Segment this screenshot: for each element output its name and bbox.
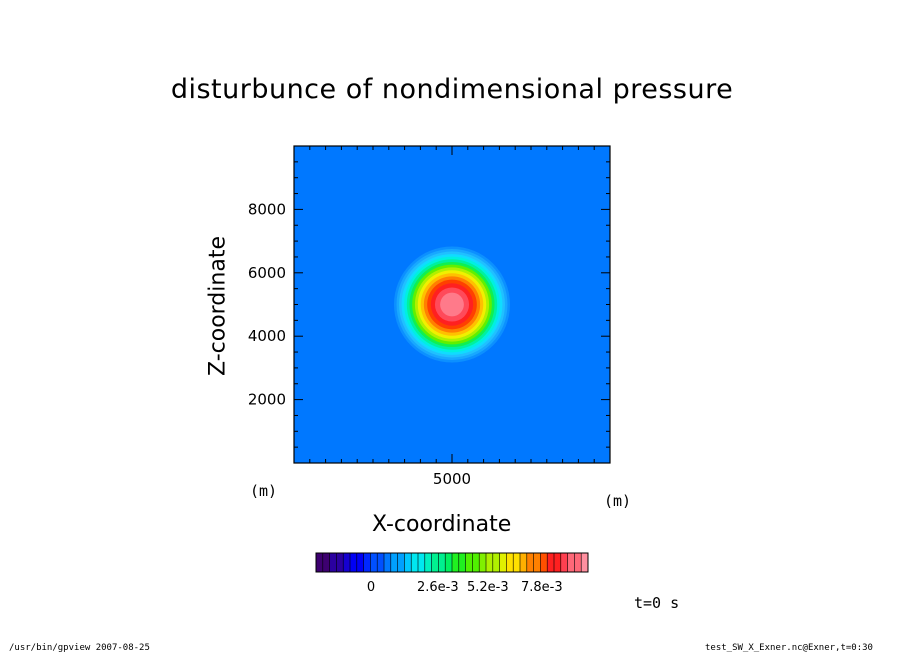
colorbar-cell (567, 553, 575, 572)
colorbar-cell (554, 553, 562, 572)
colorbar-cell (343, 553, 351, 572)
colorbar-cell (472, 553, 480, 572)
colorbar-cell (356, 553, 364, 572)
y-tick-label: 8000 (248, 200, 286, 218)
colorbar-cell (499, 553, 507, 572)
colorbar-cell (452, 553, 460, 572)
y-tick-label: 2000 (248, 391, 286, 409)
colorbar-cell (424, 553, 432, 572)
chart-title: disturbunce of nondimensional pressure (170, 74, 734, 105)
colorbar-cell (363, 553, 371, 572)
colorbar-cell (336, 553, 344, 572)
colorbar-cell (506, 553, 514, 572)
colorbar-cell (520, 553, 528, 572)
colorbar-tick-label: 0 (367, 580, 375, 595)
x-axis-unit: (m) (604, 492, 632, 510)
x-tick-label: 5000 (433, 470, 471, 488)
colorbar-cell (316, 553, 324, 572)
footer-program-date: /usr/bin/gpview 2007-08-25 (9, 643, 150, 653)
contour-level-16 (440, 292, 464, 317)
colorbar-frame (315, 552, 589, 573)
time-annotation: t=0 s (634, 594, 680, 612)
colorbar-cell (574, 553, 582, 572)
colorbar-cell (390, 553, 398, 572)
y-axis-unit: (m) (250, 482, 278, 500)
colorbar-cell (445, 553, 453, 572)
colorbar-cell (397, 553, 405, 572)
colorbar-cell (547, 553, 555, 572)
colorbar-cell (384, 553, 392, 572)
colorbar-cell (533, 553, 541, 572)
colorbar-cell (479, 553, 487, 572)
colorbar-cell (560, 553, 568, 572)
colorbar-tick-label: 5.2e-3 (467, 580, 509, 595)
colorbar-tick-label: 2.6e-3 (417, 580, 459, 595)
colorbar-cell (377, 553, 385, 572)
colorbar-tick-label: 7.8e-3 (521, 580, 563, 595)
colorbar-cell (404, 553, 412, 572)
colorbar-cell (438, 553, 446, 572)
colorbar-cell (350, 553, 358, 572)
colorbar-cell (492, 553, 500, 572)
colorbar-cell (418, 553, 426, 572)
colorbar-cell (581, 553, 589, 572)
colorbar-cell (540, 553, 548, 572)
colorbar-cell (486, 553, 494, 572)
colorbar-cell (526, 553, 534, 572)
plot-area (294, 146, 610, 463)
colorbar: 0 2.6e-3 5.2e-3 7.8e-3 (315, 552, 589, 595)
colorbar-cell (370, 553, 378, 572)
colorbar-cell (329, 553, 337, 572)
colorbar-cell (431, 553, 439, 572)
colorbar-cell (513, 553, 521, 572)
colorbar-cell (411, 553, 419, 572)
x-axis-label: X-coordinate (372, 512, 512, 537)
colorbar-cell (458, 553, 466, 572)
colorbar-cell (465, 553, 473, 572)
y-axis-label: Z-coordinate (205, 236, 231, 376)
colorbar-cell (322, 553, 330, 572)
axes: 5000 2000 4000 6000 8000 (248, 145, 611, 488)
y-tick-label: 6000 (248, 264, 286, 282)
footer-source-file: test_SW_X_Exner.nc@Exner,t=0:30 (705, 643, 873, 653)
y-tick-label: 4000 (248, 327, 286, 345)
